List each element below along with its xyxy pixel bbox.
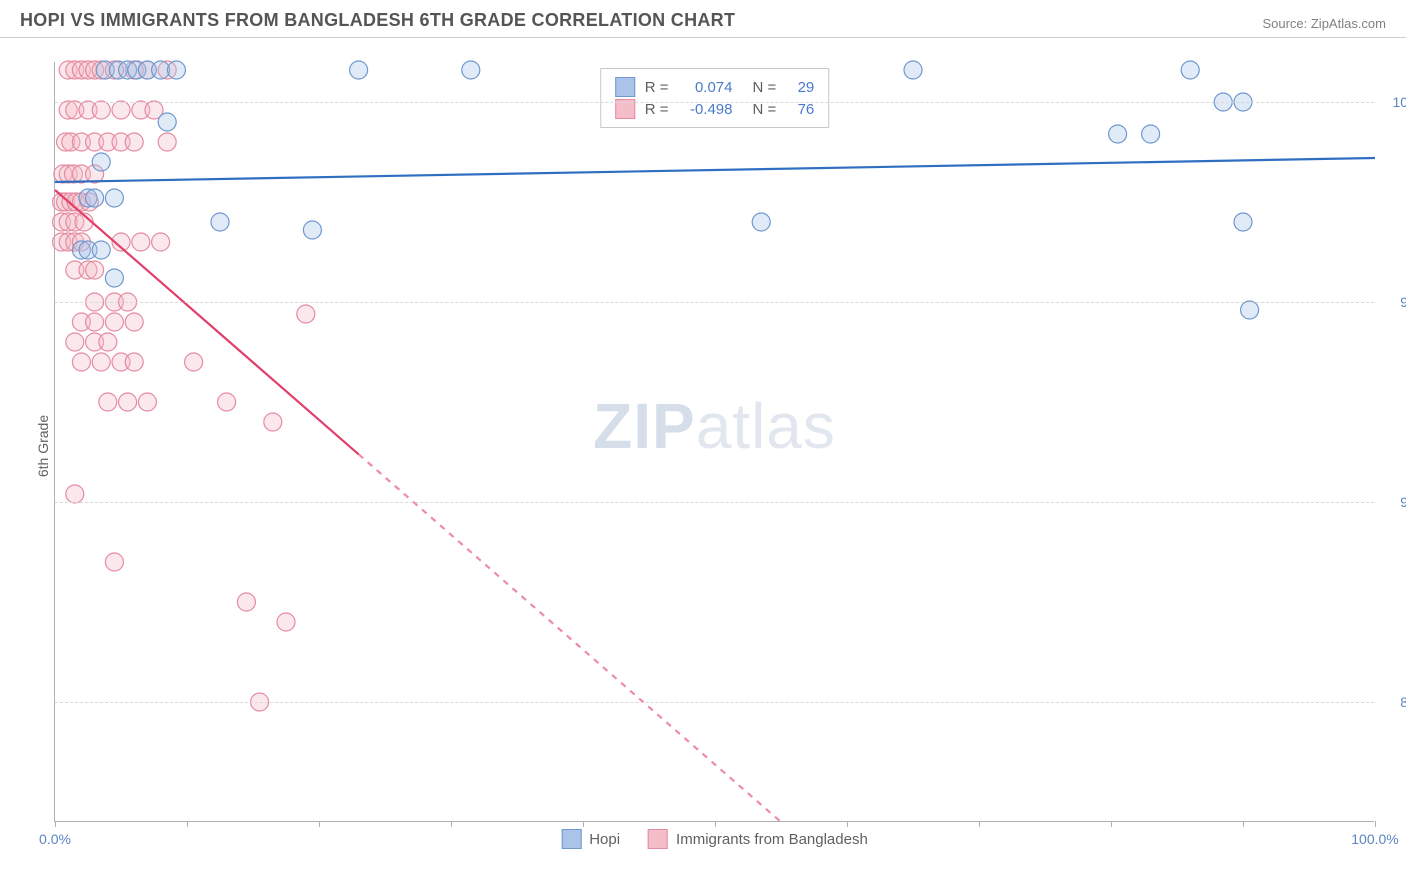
data-point xyxy=(112,101,130,119)
data-point xyxy=(92,353,110,371)
data-point xyxy=(105,313,123,331)
data-point xyxy=(158,113,176,131)
data-point xyxy=(752,213,770,231)
gridline-h xyxy=(55,302,1374,303)
data-point xyxy=(237,593,255,611)
trend-line xyxy=(55,158,1375,182)
xtick xyxy=(319,821,320,827)
data-point xyxy=(167,61,185,79)
data-point xyxy=(86,189,104,207)
data-point xyxy=(1241,301,1259,319)
stats-n-label: N = xyxy=(753,101,777,118)
data-point xyxy=(99,393,117,411)
ytick-label: 100.0% xyxy=(1380,94,1406,110)
chart-title: HOPI VS IMMIGRANTS FROM BANGLADESH 6TH G… xyxy=(20,10,735,31)
y-axis-label: 6th Grade xyxy=(35,415,51,477)
legend-swatch xyxy=(648,829,668,849)
ytick-label: 90.0% xyxy=(1380,494,1406,510)
data-point xyxy=(86,261,104,279)
data-point xyxy=(105,553,123,571)
data-point xyxy=(904,61,922,79)
data-point xyxy=(66,333,84,351)
stats-n-value: 76 xyxy=(786,101,814,118)
title-bar: HOPI VS IMMIGRANTS FROM BANGLADESH 6TH G… xyxy=(0,0,1406,38)
data-point xyxy=(105,269,123,287)
data-point xyxy=(297,305,315,323)
source-prefix: Source: xyxy=(1262,16,1310,31)
data-point xyxy=(1142,125,1160,143)
data-point xyxy=(72,353,90,371)
data-point xyxy=(1109,125,1127,143)
data-point xyxy=(92,101,110,119)
xtick xyxy=(451,821,452,827)
xtick xyxy=(979,821,980,827)
data-point xyxy=(99,333,117,351)
xtick-label: 0.0% xyxy=(39,831,71,847)
stats-r-label: R = xyxy=(645,101,669,118)
xtick xyxy=(55,821,56,827)
stats-r-value: -0.498 xyxy=(679,101,733,118)
data-point xyxy=(132,233,150,251)
data-point xyxy=(92,153,110,171)
stats-row: R = 0.074 N = 29 xyxy=(615,77,815,97)
data-point xyxy=(277,613,295,631)
xtick-label: 100.0% xyxy=(1351,831,1398,847)
ytick-label: 85.0% xyxy=(1380,694,1406,710)
data-point xyxy=(462,61,480,79)
legend-label: Hopi xyxy=(589,831,620,848)
stats-swatch xyxy=(615,77,635,97)
ytick-label: 95.0% xyxy=(1380,294,1406,310)
xtick xyxy=(1111,821,1112,827)
legend: Hopi Immigrants from Bangladesh xyxy=(561,829,868,849)
legend-item: Immigrants from Bangladesh xyxy=(648,829,868,849)
legend-label: Immigrants from Bangladesh xyxy=(676,831,868,848)
data-point xyxy=(350,61,368,79)
data-point xyxy=(264,413,282,431)
data-point xyxy=(66,485,84,503)
xtick xyxy=(1375,821,1376,827)
stats-n-label: N = xyxy=(753,79,777,96)
data-point xyxy=(125,353,143,371)
data-point xyxy=(218,393,236,411)
stats-r-value: 0.074 xyxy=(679,79,733,96)
xtick xyxy=(583,821,584,827)
data-point xyxy=(1181,61,1199,79)
source-name: ZipAtlas.com xyxy=(1311,16,1386,31)
data-point xyxy=(125,313,143,331)
plot-area: ZIPatlas R =0.074N =29R =-0.498N =76 Hop… xyxy=(54,62,1374,822)
data-point xyxy=(92,241,110,259)
data-point xyxy=(105,189,123,207)
gridline-h xyxy=(55,702,1374,703)
legend-item: Hopi xyxy=(561,829,620,849)
data-point xyxy=(185,353,203,371)
stats-box: R = 0.074 N = 29 R = -0.498 N = 76 xyxy=(600,68,830,128)
data-point xyxy=(211,213,229,231)
data-point xyxy=(158,133,176,151)
legend-swatch xyxy=(561,829,581,849)
data-point xyxy=(303,221,321,239)
stats-r-label: R = xyxy=(645,79,669,96)
source-attribution: Source: ZipAtlas.com xyxy=(1262,16,1386,31)
stats-n-value: 29 xyxy=(786,79,814,96)
data-point xyxy=(119,393,137,411)
xtick xyxy=(715,821,716,827)
xtick xyxy=(847,821,848,827)
gridline-h xyxy=(55,502,1374,503)
data-point xyxy=(1234,213,1252,231)
plot-svg xyxy=(55,62,1374,821)
data-point xyxy=(125,133,143,151)
data-point xyxy=(86,313,104,331)
xtick xyxy=(1243,821,1244,827)
data-point xyxy=(138,393,156,411)
xtick xyxy=(187,821,188,827)
data-point xyxy=(152,233,170,251)
gridline-h xyxy=(55,102,1374,103)
trend-line-dashed xyxy=(359,454,781,822)
